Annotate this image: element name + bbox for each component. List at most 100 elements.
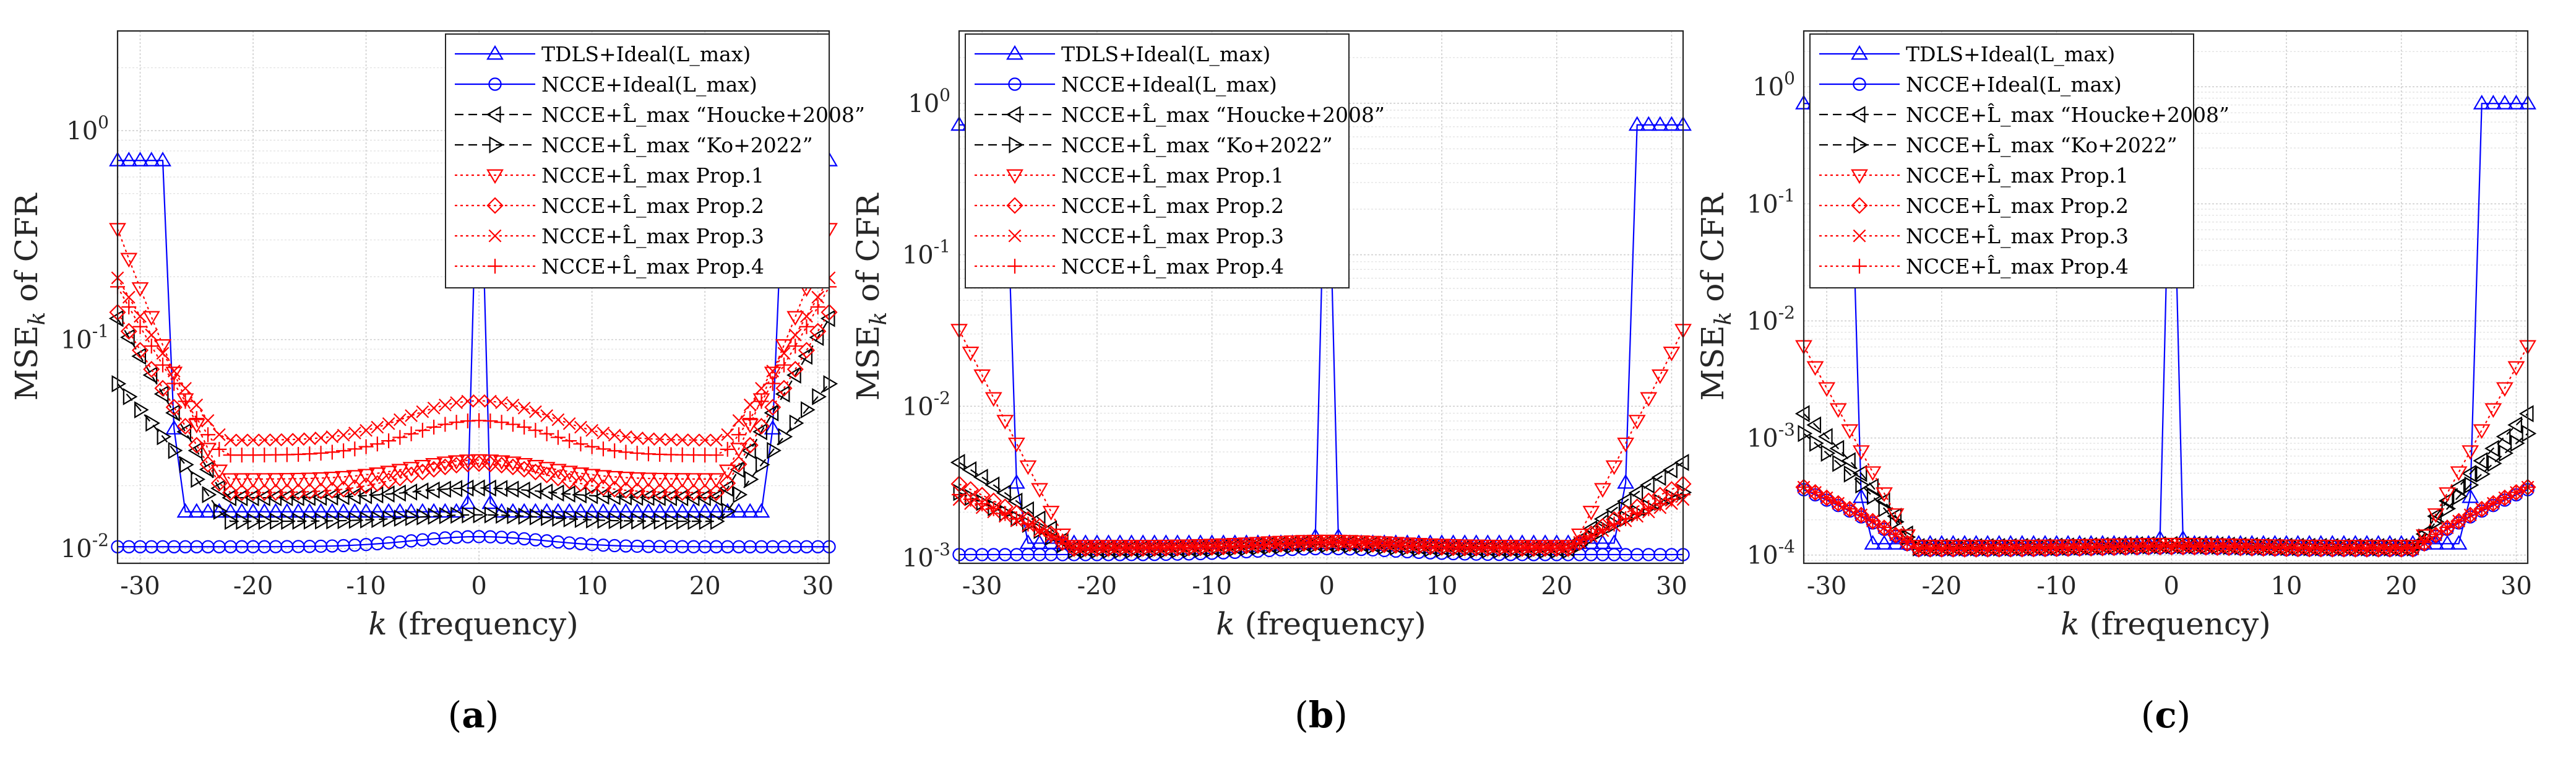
data-point: [1944, 540, 1962, 558]
data-point: [1169, 540, 1186, 557]
x-tick-label: -20: [1077, 572, 1117, 600]
data-point: [696, 484, 713, 501]
data-point: [2473, 424, 2491, 439]
data-point: [2522, 425, 2537, 443]
data-point: [1548, 540, 1566, 557]
data-point: [337, 428, 350, 442]
x-tick-label: 20: [1541, 572, 1572, 600]
data-point: [1525, 540, 1543, 557]
data-point: [142, 152, 160, 167]
data-point: [662, 483, 680, 501]
data-point: [527, 464, 544, 481]
data-point: [504, 458, 522, 475]
data-point: [481, 456, 499, 473]
data-point: [786, 366, 801, 384]
data-point: [710, 433, 723, 447]
data-point: [741, 503, 759, 518]
data-point: [122, 290, 136, 304]
data-point: [1809, 435, 1824, 452]
data-point: [1877, 519, 1892, 535]
data-point: [1100, 540, 1117, 557]
data-point: [2290, 540, 2307, 558]
data-point: [179, 456, 194, 474]
data-point: [722, 503, 736, 520]
data-point: [1570, 528, 1588, 543]
data-point: [685, 473, 702, 488]
data-point: [1842, 501, 1858, 516]
data-point: [178, 394, 193, 409]
data-point: [2128, 538, 2146, 553]
x-tick-label: 20: [689, 572, 721, 600]
data-point: [2451, 513, 2466, 529]
data-point: [1876, 487, 1893, 502]
data-point: [1330, 534, 1347, 552]
legend-box: [965, 33, 1350, 288]
data-point: [2416, 535, 2433, 552]
data-point: [1055, 535, 1070, 551]
data-point: [2450, 466, 2468, 481]
data-point: [709, 448, 724, 463]
data-point: [551, 413, 565, 426]
data-point: [2059, 539, 2077, 554]
data-point: [402, 462, 420, 477]
data-point: [2312, 539, 2330, 555]
data-point: [191, 470, 205, 488]
data-point: [653, 433, 666, 446]
data-point: [278, 473, 296, 488]
data-point: [201, 413, 215, 427]
data-point: [2499, 444, 2514, 462]
data-point: [563, 510, 579, 528]
data-point: [459, 454, 476, 469]
legend-label: TDLS+Ideal(L_max): [1061, 42, 1270, 67]
data-point: [1033, 522, 1049, 539]
data-point: [1921, 540, 1939, 555]
data-point: [1514, 540, 1531, 557]
data-point: [608, 428, 621, 442]
data-point: [111, 375, 127, 392]
legend-marker: [488, 259, 502, 274]
data-point: [2186, 538, 2203, 553]
data-point: [1830, 495, 1846, 511]
data-point: [131, 342, 149, 359]
data-point: [1933, 540, 1950, 558]
data-point: [493, 456, 510, 474]
data-point: [676, 513, 691, 530]
data-point: [2025, 539, 2043, 555]
data-point: [583, 469, 601, 484]
legend-marker: [488, 77, 502, 91]
data-point: [2473, 95, 2491, 110]
x-tick-label: -10: [2036, 572, 2076, 600]
data-point: [1652, 496, 1668, 512]
data-point: [549, 469, 567, 487]
data-point: [1536, 540, 1554, 557]
data-point: [800, 401, 816, 418]
data-point: [1043, 528, 1059, 543]
data-point: [1479, 540, 1496, 557]
series-7: [1796, 479, 2535, 556]
data-point: [2174, 537, 2192, 553]
panel-label: (a): [448, 694, 499, 736]
data-point: [1910, 540, 1928, 558]
data-point: [718, 464, 736, 480]
data-point: [1032, 522, 1047, 537]
data-point: [1651, 116, 1669, 131]
data-point: [583, 503, 601, 518]
data-point: [1888, 527, 1903, 542]
legend: TDLS+Ideal(L_max) NCCE+Ideal(L_max) NCCE+L…: [445, 33, 865, 288]
data-point: [2496, 95, 2514, 110]
data-point: [380, 503, 398, 518]
data-point: [573, 436, 588, 452]
data-point: [1192, 539, 1209, 556]
data-point: [552, 509, 567, 527]
x-axis-label: k (frequency): [2061, 606, 2270, 642]
data-point: [2476, 465, 2491, 483]
data-point: [1663, 116, 1681, 131]
data-point: [2036, 539, 2054, 555]
data-point: [312, 472, 330, 487]
data-point: [1832, 454, 1847, 472]
data-point: [2439, 535, 2456, 550]
series-line: [958, 498, 1684, 548]
data-point: [528, 423, 543, 438]
legend-marker: [1851, 169, 1868, 184]
x-tick-label: -10: [1192, 572, 1231, 600]
